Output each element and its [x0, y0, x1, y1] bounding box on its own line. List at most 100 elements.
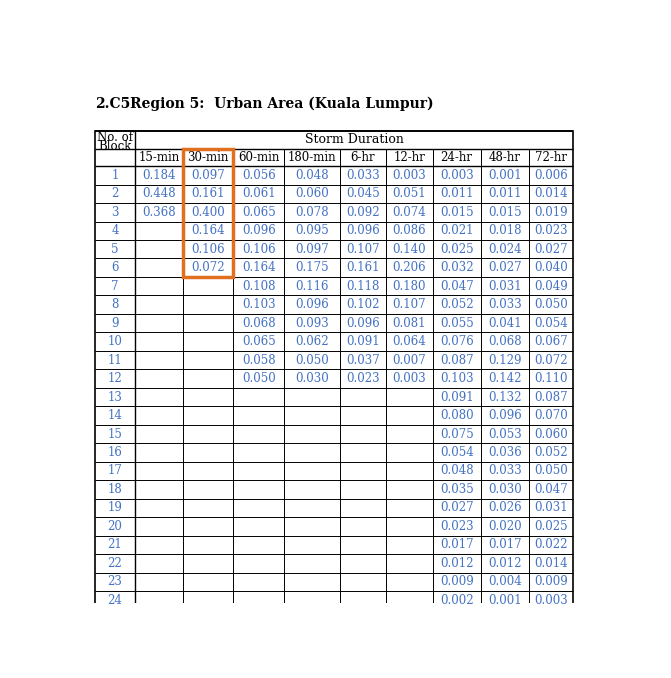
Text: 0.116: 0.116 — [295, 280, 329, 293]
Text: 0.065: 0.065 — [242, 205, 276, 219]
Text: 0.060: 0.060 — [534, 428, 568, 441]
Text: 0.003: 0.003 — [393, 372, 426, 385]
Text: 0.075: 0.075 — [440, 428, 474, 441]
Text: 15: 15 — [107, 428, 122, 441]
Text: 0.006: 0.006 — [534, 169, 568, 182]
Text: 0.087: 0.087 — [534, 391, 568, 403]
Text: 0.053: 0.053 — [488, 428, 521, 441]
Text: 0.206: 0.206 — [393, 261, 426, 274]
Text: 0.011: 0.011 — [488, 187, 521, 200]
Text: 17: 17 — [107, 464, 122, 477]
Text: 0.054: 0.054 — [440, 446, 474, 459]
Text: 0.058: 0.058 — [242, 354, 276, 367]
Text: 0.007: 0.007 — [393, 354, 426, 367]
Text: 0.035: 0.035 — [440, 483, 474, 496]
Text: Block: Block — [98, 140, 132, 153]
Text: 0.068: 0.068 — [488, 335, 521, 348]
Text: 0.032: 0.032 — [440, 261, 474, 274]
Text: 2.C5: 2.C5 — [95, 97, 130, 111]
Text: 0.106: 0.106 — [242, 243, 276, 256]
Text: 0.050: 0.050 — [534, 298, 568, 311]
Text: 0.096: 0.096 — [295, 298, 329, 311]
Text: 0.023: 0.023 — [440, 520, 474, 533]
Text: 0.065: 0.065 — [242, 335, 276, 348]
Text: 0.140: 0.140 — [393, 243, 426, 256]
Text: 0.072: 0.072 — [191, 261, 225, 274]
Text: 0.180: 0.180 — [393, 280, 426, 293]
Text: 0.047: 0.047 — [534, 483, 568, 496]
Text: 0.129: 0.129 — [488, 354, 521, 367]
Text: 0.025: 0.025 — [534, 520, 568, 533]
Text: 0.033: 0.033 — [488, 298, 521, 311]
Text: 0.003: 0.003 — [534, 594, 568, 607]
Text: 9: 9 — [111, 317, 119, 330]
Text: 0.056: 0.056 — [242, 169, 276, 182]
Text: No. of: No. of — [97, 131, 133, 144]
Text: 0.061: 0.061 — [242, 187, 276, 200]
Text: 7: 7 — [111, 280, 119, 293]
Text: Region 5:  Urban Area (Kuala Lumpur): Region 5: Urban Area (Kuala Lumpur) — [130, 96, 434, 111]
Text: 0.097: 0.097 — [295, 243, 329, 256]
Text: 0.051: 0.051 — [393, 187, 426, 200]
Text: 4: 4 — [111, 224, 119, 237]
Text: 0.001: 0.001 — [488, 169, 521, 182]
Text: 20: 20 — [107, 520, 122, 533]
Text: 0.078: 0.078 — [295, 205, 329, 219]
Text: 0.052: 0.052 — [440, 298, 474, 311]
Text: 0.014: 0.014 — [534, 557, 568, 570]
Text: 0.096: 0.096 — [346, 317, 380, 330]
Text: 8: 8 — [111, 298, 119, 311]
Text: 14: 14 — [107, 409, 122, 422]
Text: 0.003: 0.003 — [440, 169, 474, 182]
Text: 0.161: 0.161 — [191, 187, 225, 200]
Text: 0.097: 0.097 — [191, 169, 225, 182]
Text: 0.012: 0.012 — [440, 557, 474, 570]
Text: 18: 18 — [107, 483, 122, 496]
Text: 0.081: 0.081 — [393, 317, 426, 330]
Text: 0.014: 0.014 — [534, 187, 568, 200]
Text: 15-min: 15-min — [138, 151, 180, 164]
Text: 16: 16 — [107, 446, 122, 459]
Text: 0.072: 0.072 — [534, 354, 568, 367]
Text: 0.045: 0.045 — [346, 187, 380, 200]
Text: 0.060: 0.060 — [295, 187, 329, 200]
Text: 0.161: 0.161 — [346, 261, 380, 274]
Text: 48-hr: 48-hr — [488, 151, 521, 164]
Text: 0.022: 0.022 — [534, 538, 568, 551]
Text: 0.118: 0.118 — [346, 280, 380, 293]
Text: 3: 3 — [111, 205, 119, 219]
Text: 6-hr: 6-hr — [350, 151, 375, 164]
Text: 60-min: 60-min — [238, 151, 279, 164]
Text: 0.110: 0.110 — [534, 372, 568, 385]
Text: 0.015: 0.015 — [488, 205, 521, 219]
Text: 0.096: 0.096 — [488, 409, 521, 422]
Text: 0.106: 0.106 — [191, 243, 225, 256]
Text: 0.103: 0.103 — [242, 298, 276, 311]
Text: 0.102: 0.102 — [346, 298, 380, 311]
Text: 180-min: 180-min — [287, 151, 336, 164]
Text: 1: 1 — [111, 169, 119, 182]
Text: 0.096: 0.096 — [346, 224, 380, 237]
Text: 0.009: 0.009 — [534, 576, 568, 589]
Text: 0.080: 0.080 — [440, 409, 474, 422]
Text: 24-hr: 24-hr — [441, 151, 472, 164]
Text: 0.091: 0.091 — [440, 391, 474, 403]
Text: 5: 5 — [111, 243, 119, 256]
Bar — [183, 149, 234, 277]
Text: 0.003: 0.003 — [393, 169, 426, 182]
Text: 0.021: 0.021 — [440, 224, 474, 237]
Text: 24: 24 — [107, 594, 122, 607]
Text: 0.030: 0.030 — [488, 483, 521, 496]
Text: 0.048: 0.048 — [440, 464, 474, 477]
Text: 0.050: 0.050 — [295, 354, 329, 367]
Text: 0.036: 0.036 — [488, 446, 521, 459]
Text: 2: 2 — [111, 187, 119, 200]
Text: 0.076: 0.076 — [440, 335, 474, 348]
Text: 13: 13 — [107, 391, 122, 403]
Text: 0.142: 0.142 — [488, 372, 521, 385]
Text: 0.026: 0.026 — [488, 502, 521, 515]
Text: 0.012: 0.012 — [488, 557, 521, 570]
Text: 0.096: 0.096 — [242, 224, 276, 237]
Text: 0.009: 0.009 — [440, 576, 474, 589]
Text: 0.107: 0.107 — [346, 243, 380, 256]
